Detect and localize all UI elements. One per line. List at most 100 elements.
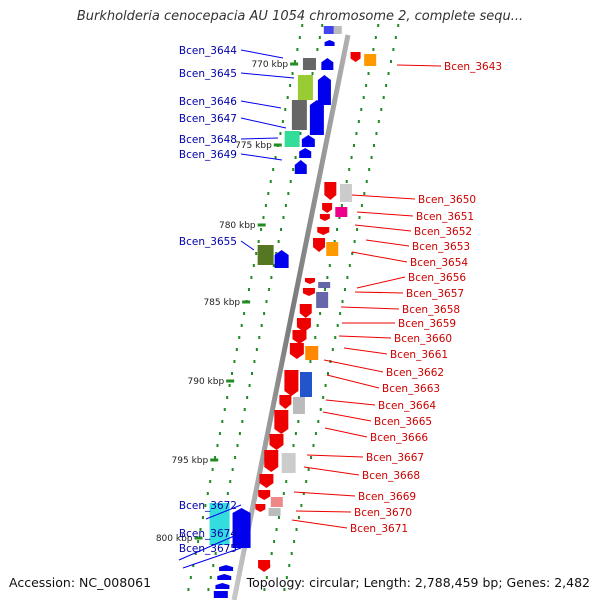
track-dot bbox=[382, 96, 385, 99]
track-dot bbox=[318, 36, 321, 39]
gene-bcen-3646 bbox=[309, 100, 324, 135]
track-dot bbox=[331, 348, 334, 351]
leader-line bbox=[351, 251, 408, 263]
track-dot bbox=[262, 216, 265, 219]
kbp-label: 775 kbp bbox=[235, 141, 272, 151]
track-dot bbox=[231, 468, 234, 471]
gene-glyph bbox=[322, 203, 333, 213]
leader-line bbox=[205, 504, 242, 520]
track-dot bbox=[302, 492, 305, 495]
gene-label-left: Bcen_3674 bbox=[179, 528, 237, 540]
track-dot bbox=[346, 276, 349, 279]
track-dot bbox=[201, 516, 204, 519]
gene-label-left: Bcen_3645 bbox=[179, 68, 237, 80]
gene-label-right: Bcen_3650 bbox=[418, 194, 476, 206]
leader-line bbox=[323, 359, 384, 373]
leader-line bbox=[365, 239, 410, 247]
gene-label-right: Bcen_3662 bbox=[386, 367, 444, 379]
gene-bcen-3654 bbox=[326, 242, 339, 256]
track-dot bbox=[267, 192, 270, 195]
track-dot bbox=[392, 48, 395, 51]
track-dot bbox=[394, 36, 397, 39]
gene-bcen-3660 bbox=[292, 330, 307, 344]
leader-line bbox=[240, 100, 282, 109]
gene-bcen-3644 bbox=[321, 58, 334, 70]
gene-label-left: Bcen_3647 bbox=[179, 113, 237, 125]
leader-line bbox=[295, 510, 352, 513]
gene-glyph bbox=[232, 508, 251, 548]
track-dot bbox=[214, 456, 217, 459]
map-title: Burkholderia cenocepacia AU 1054 chromos… bbox=[76, 9, 524, 24]
leader-line bbox=[354, 291, 404, 294]
kbp-tick bbox=[210, 458, 219, 462]
gene-label-right: Bcen_3666 bbox=[370, 432, 428, 444]
track-dot bbox=[255, 252, 258, 255]
track-dot bbox=[341, 300, 344, 303]
track-dot bbox=[234, 456, 237, 459]
gene-bcen-3672 bbox=[209, 503, 230, 545]
track-dot bbox=[255, 348, 258, 351]
gene-bcen-3651 bbox=[335, 207, 348, 217]
gene-bcen-3657 bbox=[302, 288, 315, 296]
gene-label-right: Bcen_3663 bbox=[382, 383, 440, 395]
leader-line bbox=[326, 374, 380, 389]
gene-bcen-3659 bbox=[296, 318, 311, 332]
track-dot bbox=[367, 72, 370, 75]
track-dot bbox=[360, 204, 363, 207]
gene-label-right: Bcen_3664 bbox=[378, 400, 436, 412]
gene-label-left: Bcen_3649 bbox=[179, 149, 237, 161]
gene-bcen-3643 bbox=[350, 52, 361, 62]
gene-label-right: Bcen_3668 bbox=[362, 470, 420, 482]
track-dot bbox=[274, 156, 277, 159]
track-dot bbox=[218, 432, 221, 435]
gene-label-left: Bcen_3672 bbox=[179, 500, 237, 512]
track-dot bbox=[297, 516, 300, 519]
track-dot bbox=[294, 432, 297, 435]
gene-label-left: Bcen_3648 bbox=[179, 134, 237, 146]
track-dot bbox=[253, 360, 256, 363]
track-dot bbox=[246, 396, 249, 399]
track-dot bbox=[314, 336, 317, 339]
kbp-label: 785 kbp bbox=[203, 298, 240, 308]
track-dot bbox=[345, 180, 348, 183]
track-dot bbox=[277, 516, 280, 519]
track-dot bbox=[370, 156, 373, 159]
gene-label-right: Bcen_3652 bbox=[414, 226, 472, 238]
track-dot bbox=[192, 564, 195, 567]
gene-glyph bbox=[324, 40, 335, 46]
track-dot bbox=[350, 156, 353, 159]
track-dot bbox=[351, 252, 354, 255]
genome-stats: Topology: circular; Length: 2,788,459 bp… bbox=[246, 575, 590, 590]
leader-line bbox=[338, 335, 392, 339]
gene-bcen-3655 bbox=[257, 245, 274, 265]
leader-line bbox=[182, 547, 242, 569]
leader-line bbox=[240, 137, 279, 140]
gene-feature bbox=[316, 292, 329, 308]
track-dot bbox=[372, 48, 375, 51]
gene-label-right: Bcen_3657 bbox=[406, 288, 464, 300]
kbp-label: 800 kbp bbox=[156, 534, 193, 544]
track-dot bbox=[340, 204, 343, 207]
gene-label-right: Bcen_3667 bbox=[366, 452, 424, 464]
gene-label-right: Bcen_3670 bbox=[354, 507, 412, 519]
track-dot bbox=[368, 168, 371, 171]
track-dot bbox=[206, 492, 209, 495]
track-dot bbox=[336, 324, 339, 327]
track-dot bbox=[252, 264, 255, 267]
gene-glyph bbox=[274, 250, 289, 268]
gene-label-left: Bcen_3644 bbox=[179, 45, 237, 57]
track-dot bbox=[277, 240, 280, 243]
track-dot bbox=[282, 216, 285, 219]
track-dot bbox=[260, 324, 263, 327]
gene-bcen-3669 bbox=[258, 490, 271, 500]
track-dot bbox=[336, 228, 339, 231]
track-dot bbox=[263, 312, 266, 315]
kbp-tick bbox=[226, 379, 235, 383]
track-dot bbox=[243, 312, 246, 315]
gene-bcen-3645 bbox=[317, 75, 331, 105]
leader-line bbox=[178, 532, 242, 561]
track-dot bbox=[263, 588, 266, 591]
track-dot bbox=[343, 288, 346, 291]
track-dot bbox=[333, 240, 336, 243]
track-dot bbox=[377, 24, 380, 27]
